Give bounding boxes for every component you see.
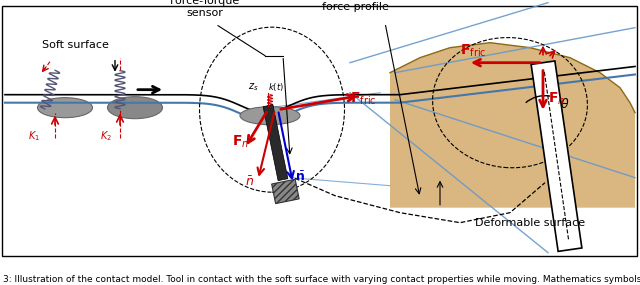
Polygon shape bbox=[271, 179, 299, 203]
Text: $K_2$: $K_2$ bbox=[100, 130, 112, 143]
Text: $\mathbf{F}_{\mathrm{fric}}$: $\mathbf{F}_{\mathrm{fric}}$ bbox=[350, 91, 376, 107]
Polygon shape bbox=[263, 105, 288, 181]
Text: $k(t)$: $k(t)$ bbox=[268, 81, 284, 93]
Text: Desired path with
force profile: Desired path with force profile bbox=[306, 0, 404, 12]
Text: $\theta$: $\theta$ bbox=[560, 97, 570, 111]
Ellipse shape bbox=[240, 107, 300, 125]
Text: Soft surface: Soft surface bbox=[42, 40, 108, 50]
Text: Deformable surface: Deformable surface bbox=[475, 218, 585, 228]
Text: Force-Torque
sensor: Force-Torque sensor bbox=[170, 0, 240, 18]
Text: $\mathbf{F}_n$: $\mathbf{F}_n$ bbox=[548, 91, 565, 107]
Ellipse shape bbox=[38, 98, 93, 118]
Text: 3: Illustration of the contact model. Tool in contact with the soft surface with: 3: Illustration of the contact model. To… bbox=[3, 274, 640, 284]
Polygon shape bbox=[531, 61, 582, 251]
Text: $K_1$: $K_1$ bbox=[28, 130, 40, 143]
Text: $\mathbf{F}_n$: $\mathbf{F}_n$ bbox=[232, 134, 249, 150]
Text: $z_s$: $z_s$ bbox=[248, 82, 259, 93]
Polygon shape bbox=[390, 43, 635, 208]
Text: $\mathbf{F}_{\mathrm{fric}}$: $\mathbf{F}_{\mathrm{fric}}$ bbox=[460, 43, 486, 59]
Text: $\bar{n}$: $\bar{n}$ bbox=[245, 175, 254, 189]
Text: $\bar{\mathbf{n}}$: $\bar{\mathbf{n}}$ bbox=[295, 171, 305, 184]
Ellipse shape bbox=[108, 97, 163, 119]
